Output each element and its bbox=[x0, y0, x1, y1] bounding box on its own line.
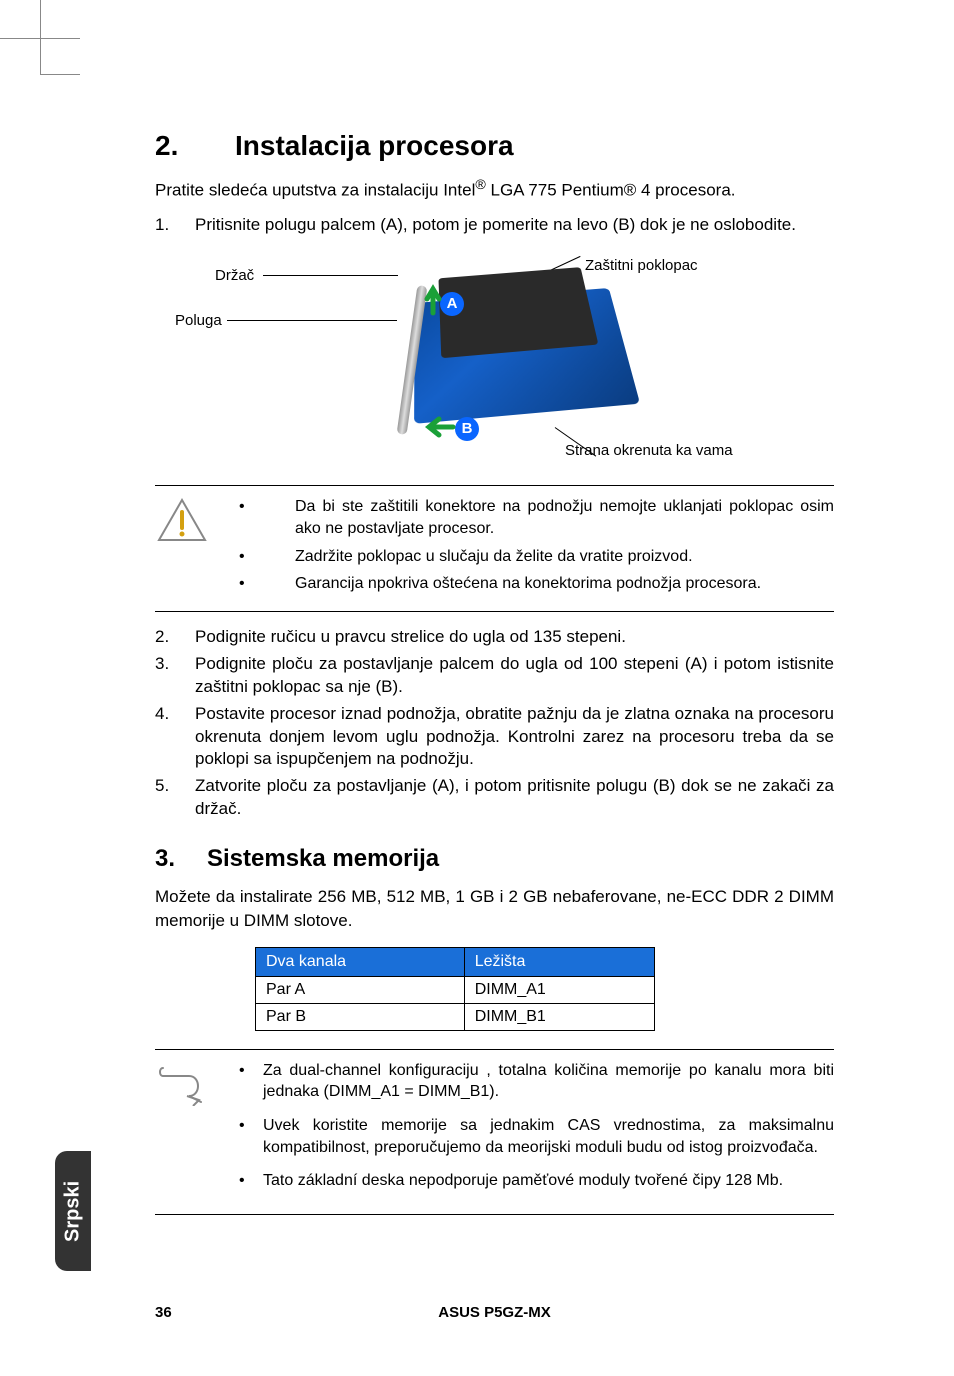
step2-text: Podignite ručicu u pravcu strelice do ug… bbox=[195, 627, 626, 646]
section2-intro: Pratite sledeća uputstva za instalaciju … bbox=[155, 176, 834, 202]
cell-parb: Par B bbox=[256, 1003, 465, 1030]
step3-text: Podignite ploču za postavljanje palcem d… bbox=[195, 654, 834, 696]
info-note: Za dual-channel konfiguraciju , totalna … bbox=[155, 1049, 834, 1215]
arrow-b-icon bbox=[423, 415, 457, 439]
line-drzac bbox=[263, 275, 398, 276]
warning-body: Da bi ste zaštitili konektore na podnožj… bbox=[239, 496, 834, 600]
note-icon bbox=[155, 1060, 209, 1204]
step5-text: Zatvorite ploču za postavljanje (A), i p… bbox=[195, 776, 834, 818]
warning-note: Da bi ste zaštitili konektore na podnožj… bbox=[155, 485, 834, 611]
intro-post: LGA 775 Pentium® 4 procesora. bbox=[486, 181, 736, 200]
step1-text: Pritisnite polugu palcem (A), potom je p… bbox=[195, 215, 796, 234]
page-number: 36 bbox=[155, 1304, 172, 1321]
section3-num: 3. bbox=[155, 845, 207, 873]
section3-title: Sistemska memorija bbox=[207, 845, 439, 872]
table-row: Par A DIMM_A1 bbox=[256, 976, 655, 1003]
step-5: 5. Zatvorite ploču za postavljanje (A), i… bbox=[155, 775, 834, 821]
step2-num: 2. bbox=[155, 626, 169, 649]
cell-dimma1: DIMM_A1 bbox=[464, 976, 654, 1003]
cell-dimmb1: DIMM_B1 bbox=[464, 1003, 654, 1030]
step-4: 4. Postavite procesor iznad podnožja, obr… bbox=[155, 703, 834, 772]
socket-cap bbox=[438, 268, 598, 359]
section2-title: Instalacija procesora bbox=[235, 130, 514, 161]
step-2: 2. Podignite ručicu u pravcu strelice do … bbox=[155, 626, 834, 649]
cell-para: Par A bbox=[256, 976, 465, 1003]
step3-num: 3. bbox=[155, 653, 169, 676]
step1-num: 1. bbox=[155, 214, 169, 237]
section2-num: 2. bbox=[155, 130, 235, 162]
dimm-table: Dva kanala Ležišta Par A DIMM_A1 Par B D… bbox=[255, 947, 655, 1031]
warn-bullet-2: Zadržite poklopac u slučaju da želite da… bbox=[239, 546, 834, 568]
step4-text: Postavite procesor iznad podnožja, obrat… bbox=[195, 704, 834, 769]
section2-heading: 2.Instalacija procesora bbox=[155, 130, 834, 162]
note-bullet-2: Uvek koristite memorije sa jednakim CAS … bbox=[239, 1115, 834, 1158]
line-poluga bbox=[227, 320, 397, 321]
section3-intro: Možete da instalirate 256 MB, 512 MB, 1 … bbox=[155, 885, 834, 933]
warn-bullet-1: Da bi ste zaštitili konektore na podnožj… bbox=[239, 496, 834, 539]
note-bullet-1: Za dual-channel konfiguraciju , totalna … bbox=[239, 1060, 834, 1103]
label-poluga: Poluga bbox=[175, 312, 222, 329]
table-row: Par B DIMM_B1 bbox=[256, 1003, 655, 1030]
section3-heading: 3.Sistemska memorija bbox=[155, 845, 834, 873]
footer-model: ASUS P5GZ-MX bbox=[438, 1304, 551, 1321]
intro-pre: Pratite sledeća uputstva za instalaciju … bbox=[155, 181, 475, 200]
th-channels: Dva kanala bbox=[256, 947, 465, 976]
arrow-a-icon bbox=[423, 283, 443, 317]
language-tab: Srpski bbox=[55, 1151, 91, 1271]
label-drzac: Držač bbox=[215, 267, 254, 284]
warning-icon bbox=[155, 496, 209, 600]
note-bullet-3: Tato základní deska nepodporuje paměťové… bbox=[239, 1170, 834, 1192]
warn-bullet-3: Garancija npokriva oštećena na konektori… bbox=[239, 573, 834, 595]
th-sockets: Ležišta bbox=[464, 947, 654, 976]
page-footer: 36 ASUS P5GZ-MX bbox=[155, 1304, 834, 1321]
cpu-socket-diagram: Držač Poluga Zaštitni poklopac Strana ok… bbox=[155, 247, 834, 477]
step5-num: 5. bbox=[155, 775, 169, 798]
step4-num: 4. bbox=[155, 703, 169, 726]
info-body: Za dual-channel konfiguraciju , totalna … bbox=[239, 1060, 834, 1204]
step-3: 3. Podignite ploču za postavljanje palcem… bbox=[155, 653, 834, 699]
step-1: 1. Pritisnite polugu palcem (A), potom je… bbox=[155, 214, 834, 237]
reg-mark: ® bbox=[475, 177, 485, 193]
